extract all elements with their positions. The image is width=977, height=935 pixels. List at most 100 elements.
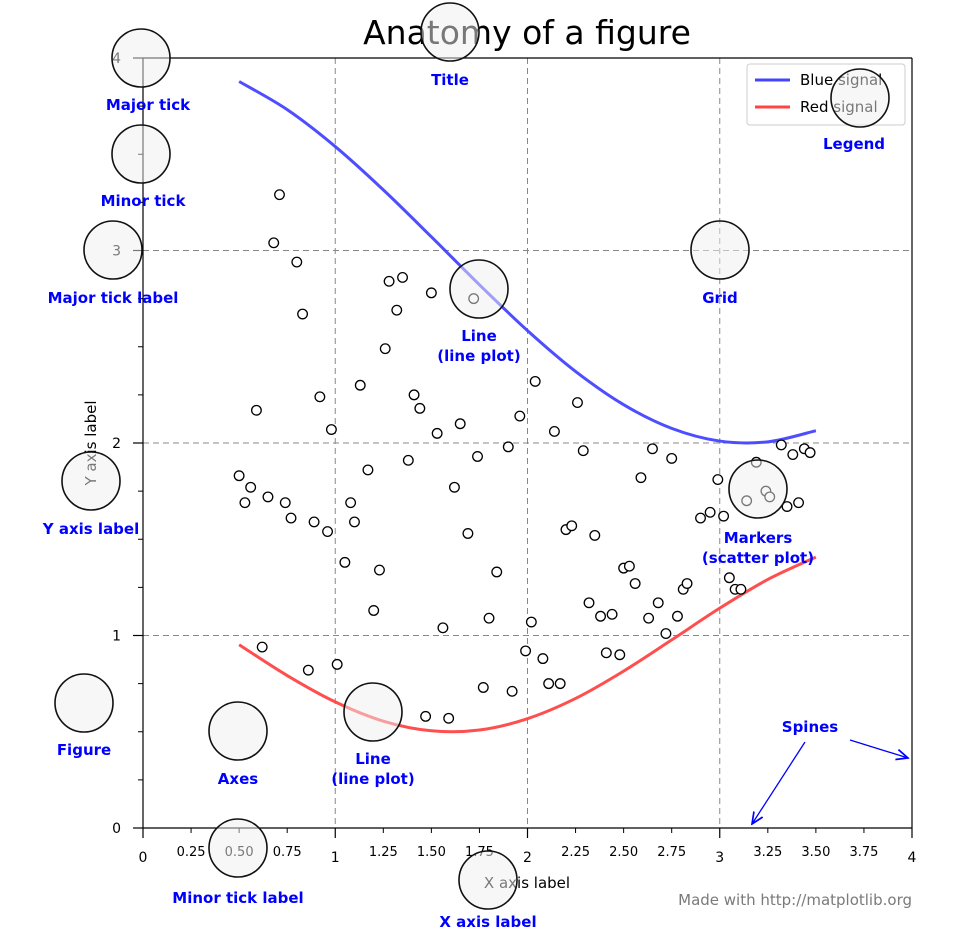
scatter-marker	[408, 389, 420, 401]
scatter-marker	[583, 597, 595, 609]
scatter-marker	[577, 445, 589, 457]
scatter-marker	[643, 612, 655, 624]
scatter-marker	[614, 649, 626, 661]
scatter-marker	[256, 641, 268, 653]
scatter-marker	[635, 472, 647, 484]
scatter-marker	[502, 441, 514, 453]
scatter-marker	[437, 622, 449, 634]
annotation-label: Major tick label	[48, 289, 179, 307]
scatter-marker	[302, 664, 314, 676]
annotation-label: Minor tick label	[172, 889, 303, 907]
scatter-marker	[379, 343, 391, 355]
x-major-tick-label: 4	[908, 850, 917, 866]
x-major-tick-label: 0	[139, 850, 148, 866]
x-minor-tick-label: 2.75	[657, 845, 686, 860]
scatter-marker	[472, 451, 483, 462]
footer-credit: Made with http://matplotlib.org	[678, 891, 912, 909]
annotation-label: Axes	[218, 770, 258, 788]
scatter-marker	[477, 682, 489, 693]
scatter-marker	[397, 272, 408, 283]
spines-arrow-right	[849, 739, 908, 758]
annotation-circle	[458, 850, 518, 910]
x-minor-tick-label: 3.25	[753, 845, 782, 860]
y-major-tick-label: 2	[112, 436, 121, 452]
scatter-marker	[233, 470, 245, 482]
scatter-marker	[652, 597, 664, 609]
annotation-circle	[111, 124, 171, 184]
x-minor-tick-label: 1.50	[417, 845, 446, 860]
annotation-label: Y axis label	[42, 520, 140, 538]
scatter-marker	[514, 410, 526, 422]
annotation-circle	[343, 682, 403, 742]
scatter-marker	[787, 449, 799, 461]
scatter-marker	[391, 304, 403, 316]
annotation-label: Minor tick	[101, 192, 187, 210]
scatter-marker	[718, 510, 730, 522]
annotation-label: Figure	[57, 741, 111, 759]
scatter-marker	[274, 189, 285, 201]
scatter-marker	[647, 443, 658, 455]
y-major-tick-label: 1	[112, 629, 121, 645]
annotation-label-line: X axis label	[439, 913, 536, 931]
scatter-marker	[712, 474, 724, 486]
annotation-label: Title	[431, 71, 469, 89]
annotation-label-line: Minor tick	[101, 192, 187, 210]
scatter-marker	[506, 685, 518, 697]
scatter-marker	[339, 556, 351, 568]
scatter-marker	[520, 645, 532, 657]
scatter-marker	[325, 424, 337, 435]
scatter-marker	[239, 497, 251, 509]
scatter-marker	[695, 512, 706, 524]
annotation-label: Major tick	[106, 96, 191, 114]
annotation-label: Spines	[782, 718, 839, 736]
scatter-marker	[250, 404, 262, 416]
scatter-marker	[431, 427, 443, 439]
scatter-marker	[345, 497, 357, 509]
scatter-marker	[349, 516, 360, 528]
annotations: Major tick Minor tick Major tick label Titl…	[42, 2, 908, 931]
x-minor-tick-label: 2.25	[561, 845, 590, 860]
scatter-marker	[537, 653, 549, 665]
scatter-marker	[735, 583, 747, 595]
annotation-label-line: Line	[461, 327, 497, 345]
scatter-marker	[704, 506, 716, 518]
scatter-marker	[443, 712, 455, 724]
annotation-label-line: Axes	[218, 770, 258, 788]
annotation-circle	[208, 701, 268, 761]
spines	[142, 57, 913, 829]
annotation-label: Line (line plot)	[331, 750, 414, 788]
scatter-marker	[629, 578, 641, 589]
scatter-marker	[448, 481, 460, 493]
annotation-label: X axis label	[439, 913, 536, 931]
annotation-circle	[449, 259, 509, 319]
red-signal-line	[238, 555, 817, 734]
scatter-marker	[374, 564, 385, 576]
annotation-label-line: Minor tick label	[172, 889, 303, 907]
scatter-marker	[368, 605, 380, 616]
annotation-circle	[690, 220, 750, 280]
annotation-circle	[830, 68, 890, 128]
x-minor-tick-label: 0.75	[273, 845, 302, 860]
scatter-marker	[354, 379, 366, 391]
series	[233, 80, 817, 734]
scatter-marker	[262, 491, 274, 503]
scatter-marker	[483, 612, 495, 624]
x-major-tick-label: 1	[331, 850, 340, 866]
scatter-marker	[666, 452, 678, 464]
annotation-label-line: Figure	[57, 741, 111, 759]
scatter-marker	[454, 418, 466, 430]
scatter-marker	[529, 375, 541, 387]
scatter-marker	[804, 447, 816, 459]
annotation-circle	[61, 451, 121, 511]
scatter-marker	[279, 497, 291, 509]
scatter-marker	[623, 560, 635, 572]
annotation-label-line: (line plot)	[437, 347, 520, 365]
annotation-label-line: (scatter plot)	[702, 549, 814, 567]
annotation-label-line: Legend	[823, 135, 885, 153]
scatter-marker	[543, 678, 555, 690]
annotation-circle	[83, 220, 143, 280]
scatter-marker	[681, 578, 693, 589]
scatter-marker	[600, 647, 612, 659]
scatter-marker	[606, 608, 618, 620]
